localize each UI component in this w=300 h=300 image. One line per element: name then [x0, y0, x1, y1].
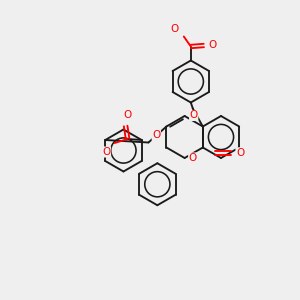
Text: O: O [236, 148, 244, 158]
Text: O: O [209, 40, 217, 50]
Text: O: O [190, 110, 198, 121]
Text: O: O [152, 130, 160, 140]
Text: O: O [102, 147, 111, 157]
Text: O: O [171, 25, 179, 34]
Text: O: O [124, 110, 132, 120]
Text: O: O [189, 153, 197, 163]
